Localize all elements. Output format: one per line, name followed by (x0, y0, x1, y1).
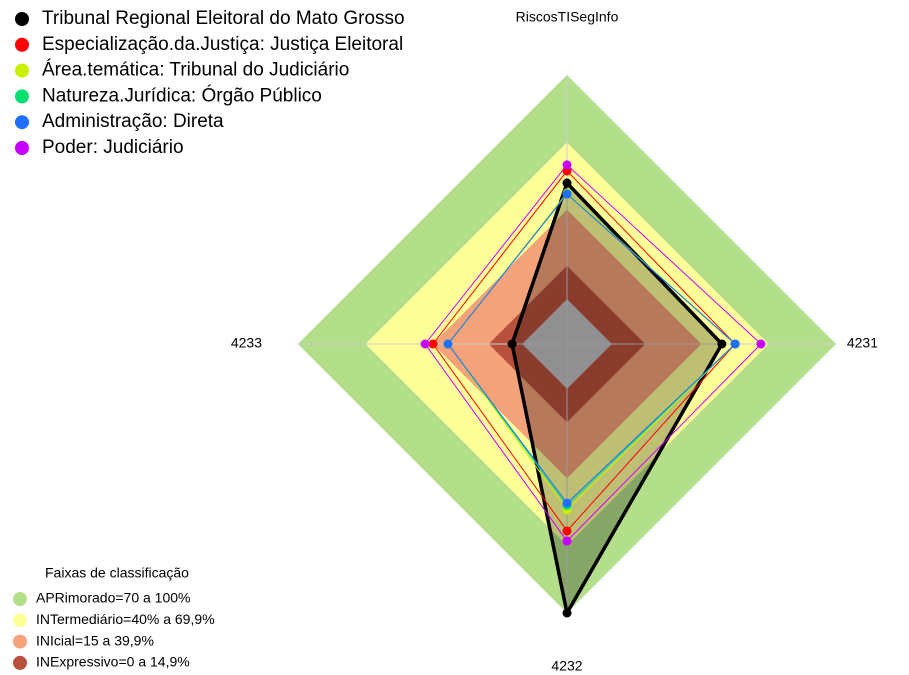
legend-marker (15, 12, 29, 26)
marker (420, 339, 430, 349)
legend-marker (15, 89, 29, 104)
band-legend-marker (13, 613, 27, 628)
legend-marker (15, 63, 29, 78)
marker (717, 339, 727, 349)
marker (428, 339, 438, 349)
legend-label: Especialização.da.Justiça: Justiça Eleit… (42, 34, 403, 55)
band-legend-label: INExpressivo=0 a 14,9% (36, 654, 190, 670)
legend-label: Natureza.Jurídica: Órgão Público (42, 84, 322, 106)
band-legend-label: INIcial=15 a 39,9% (36, 632, 154, 648)
legend-label: Administração: Direta (42, 111, 224, 132)
bands-title: Faixas de classificação (45, 565, 189, 581)
marker (562, 189, 572, 199)
marker (562, 498, 572, 508)
marker (562, 178, 572, 188)
marker (562, 160, 572, 170)
band-legend-marker (13, 634, 27, 649)
marker (756, 339, 766, 349)
legend-marker (15, 115, 29, 130)
marker (730, 339, 740, 349)
legend-label: Área.temática: Tribunal do Judiciário (42, 60, 349, 81)
marker (443, 339, 453, 349)
series (420, 160, 766, 618)
axis-label: 4232 (551, 658, 582, 674)
axis-label: 4233 (231, 335, 262, 351)
legend-label: Tribunal Regional Eleitoral do Mato Gros… (42, 8, 405, 29)
axis-label: RiscosTISegInfo (516, 9, 619, 25)
legend-label: Poder: Judiciário (42, 137, 184, 158)
legend-marker (15, 141, 29, 155)
labels: RiscosTISegInfo 4231 4232 4233 Tribunal Regi… (13, 8, 878, 674)
axis-label: 4231 (847, 335, 878, 351)
band-legend-marker (13, 655, 27, 670)
band-legend-label: APRimorado=70 a 100% (36, 590, 191, 606)
marker (562, 526, 572, 536)
band-legend-label: INTermediário=40% a 69,9% (36, 611, 215, 627)
marker (562, 536, 572, 546)
band-legend-marker (13, 592, 27, 606)
legend-marker (15, 37, 29, 52)
marker (562, 608, 572, 618)
marker (507, 339, 517, 349)
